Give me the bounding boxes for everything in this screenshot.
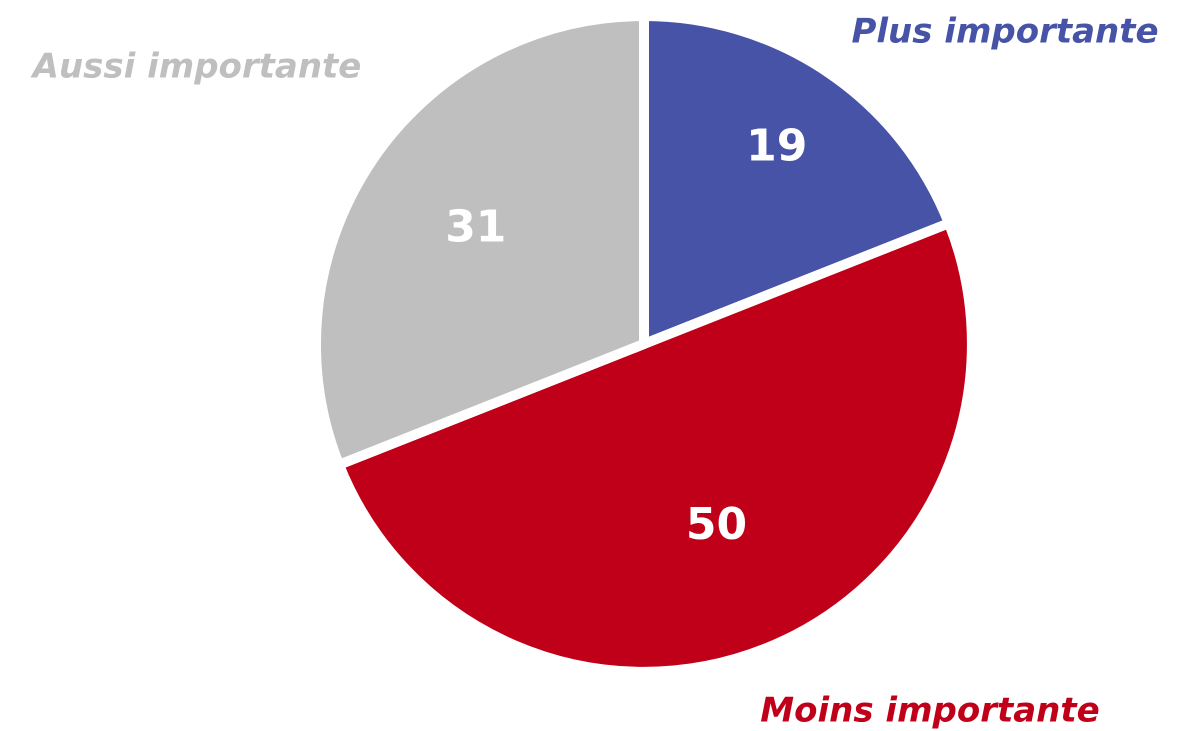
value-label: 50 <box>686 499 747 550</box>
value-label: 19 <box>746 121 807 172</box>
pie-slice <box>334 218 977 677</box>
category-label: Aussi importante <box>30 47 362 87</box>
pie-slice <box>639 11 954 349</box>
category-label: Moins importante <box>760 691 1099 731</box>
pie-slice <box>311 11 649 470</box>
category-label: Plus importante <box>851 12 1158 52</box>
value-label: 31 <box>445 202 506 253</box>
